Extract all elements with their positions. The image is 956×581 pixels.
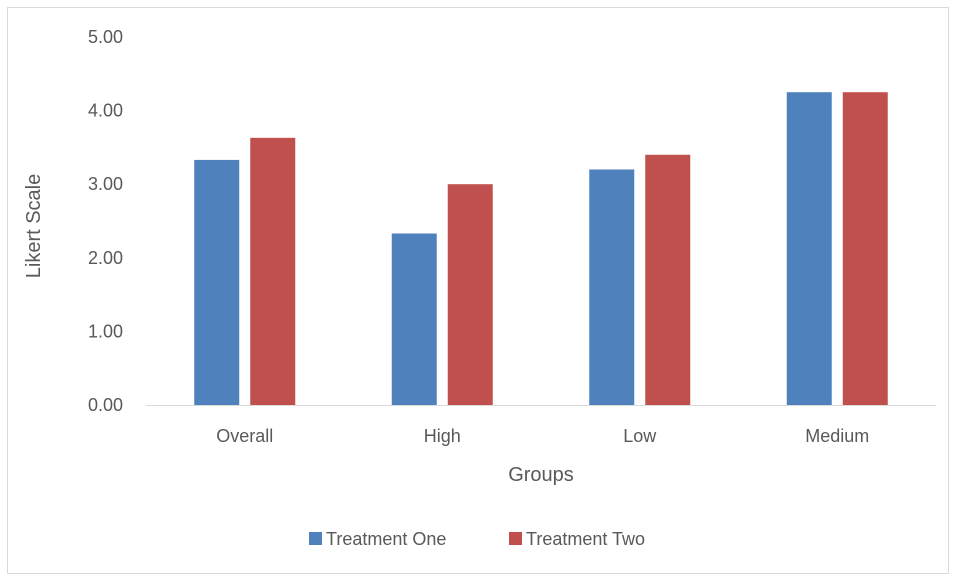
legend-label: Treatment One [326, 529, 446, 549]
x-axis-ticks: Overall High Low Medium [216, 426, 869, 446]
legend: Treatment One Treatment Two [309, 529, 645, 549]
y-tick-label: 2.00 [88, 248, 123, 268]
y-tick-label: 1.00 [88, 321, 123, 341]
x-tick-label: High [424, 426, 461, 446]
bar-medium-series-1 [786, 92, 832, 405]
bar-high-series-1 [391, 233, 437, 405]
bar-medium-series-2 [842, 92, 888, 405]
x-tick-label: Medium [805, 426, 869, 446]
y-tick-label: 0.00 [88, 395, 123, 415]
bar-low-series-2 [645, 154, 691, 405]
legend-swatch [309, 532, 322, 545]
legend-swatch [509, 532, 522, 545]
bar-overall-series-2 [250, 137, 296, 405]
bar-low-series-1 [589, 169, 635, 405]
x-tick-label: Overall [216, 426, 273, 446]
bar-high-series-2 [447, 184, 493, 405]
legend-label: Treatment Two [526, 529, 645, 549]
bars [194, 92, 888, 405]
y-tick-label: 4.00 [88, 101, 123, 121]
x-axis-title: Groups [508, 464, 574, 486]
y-tick-label: 5.00 [88, 27, 123, 47]
y-axis-ticks: 0.00 1.00 2.00 3.00 4.00 5.00 [88, 27, 123, 415]
x-tick-label: Low [623, 426, 657, 446]
y-tick-label: 3.00 [88, 174, 123, 194]
y-axis-title: Likert Scale [23, 174, 45, 279]
bar-overall-series-1 [194, 159, 240, 405]
